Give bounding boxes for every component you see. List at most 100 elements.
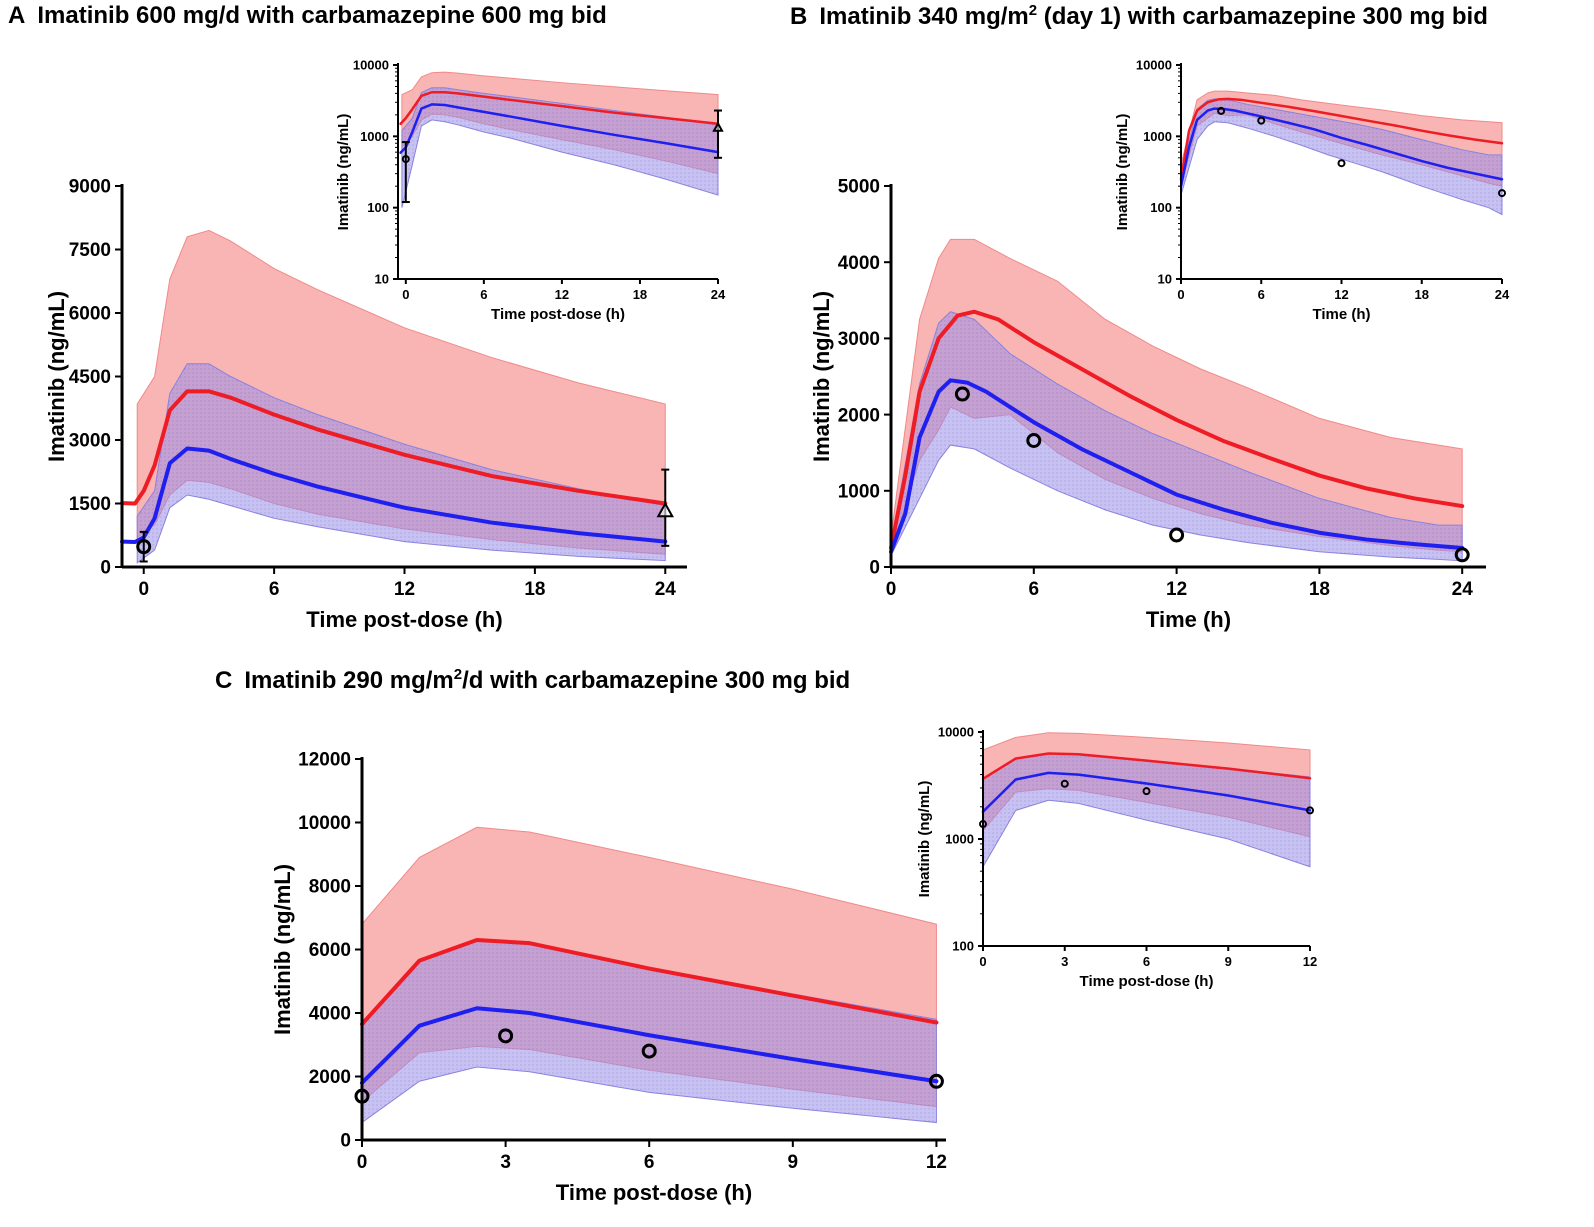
y-tick-label: 100 bbox=[1150, 200, 1172, 215]
observed-circle-marker bbox=[1169, 527, 1185, 543]
y-tick-label: 1000 bbox=[945, 832, 974, 847]
median-line-blue bbox=[981, 771, 1312, 813]
observed-triangle-marker bbox=[656, 501, 674, 518]
observed-circle-marker bbox=[641, 1043, 657, 1059]
observed-circle-marker bbox=[498, 1028, 514, 1044]
panel-c-title: C Imatinib 290 mg/m2/d with carbamazepine… bbox=[215, 666, 850, 695]
x-tick-label: 18 bbox=[1309, 579, 1330, 600]
x-tick-label: 24 bbox=[1452, 579, 1474, 600]
panel-c-title-post: /d with carbamazepine 300 mg bid bbox=[462, 667, 851, 694]
panel-c-letter: C bbox=[215, 667, 233, 694]
c-inset-chart: 100 1000 10000 0 3 6 9 12 Time post-dose (h) Imat… bbox=[916, 725, 1317, 990]
panel-b-letter: B bbox=[790, 3, 808, 30]
y-tick-label: 10000 bbox=[298, 813, 351, 834]
y-tick-label: 6000 bbox=[309, 940, 351, 961]
y-tick-label: 0 bbox=[100, 558, 111, 579]
charts-layer: 0 1500 3000 4500 6000 7500 9 0 0 0 0 6 12 18 24 Time po… bbox=[44, 58, 1510, 1205]
median-line-blue bbox=[360, 1006, 939, 1085]
observed-circle-marker bbox=[136, 539, 152, 555]
panel-b-title: B Imatinib 340 mg/m2 (day 1) with carbama… bbox=[790, 2, 1488, 31]
panel-a-title-text: Imatinib 600 mg/d with carbamazepine 600… bbox=[37, 2, 607, 29]
x-tick-label: 18 bbox=[1415, 287, 1429, 302]
y-tick-label: 1000 bbox=[360, 129, 389, 144]
x-tick-label: 12 bbox=[1334, 287, 1348, 302]
x-axis-label: Time post-dose (h) bbox=[306, 607, 502, 632]
pi-band-blue-dots bbox=[1181, 98, 1502, 215]
observed-circle-marker bbox=[928, 1073, 944, 1089]
y-tick-label: 10000 bbox=[938, 725, 974, 740]
x-tick-label: 24 bbox=[1495, 287, 1510, 302]
pi-band-blue-dots bbox=[362, 939, 937, 1123]
y-axis-label: Imatinib (ng/mL) bbox=[335, 114, 352, 231]
x-tick-label: 12 bbox=[555, 287, 569, 302]
y-tick-label: 4000 bbox=[309, 1004, 351, 1025]
y-tick-label: 0 bbox=[340, 1131, 351, 1152]
a-main-chart: 0 1500 3000 4500 6000 7500 9000 0 6 12 18 24 Time po… bbox=[44, 177, 687, 632]
x-tick-label: 24 bbox=[655, 579, 677, 600]
observed-circle-marker bbox=[1060, 779, 1069, 788]
x-axis-label: Time post-dose (h) bbox=[1080, 973, 1214, 990]
observed-circle-marker bbox=[401, 155, 410, 164]
observed-circle-marker bbox=[954, 386, 970, 402]
x-tick-label: 3 bbox=[1061, 954, 1068, 969]
observed-circle-marker bbox=[1337, 159, 1346, 168]
pi-band-blue-dots bbox=[401, 87, 718, 208]
median-line-red bbox=[399, 90, 720, 126]
panel-b-title-post: (day 1) with carbamazepine 300 mg bid bbox=[1037, 3, 1488, 30]
c-main-chart: 0 2000 4000 6000 8000 10000 12000 0 3 6 9 12 Time po… bbox=[270, 750, 947, 1205]
median-line-red bbox=[981, 752, 1312, 781]
x-tick-label: 12 bbox=[1166, 579, 1187, 600]
panel-a-letter: A bbox=[8, 2, 26, 29]
observed-circle-marker bbox=[1142, 787, 1151, 796]
x-axis-label: Time (h) bbox=[1312, 306, 1370, 323]
y-tick-label: 7500 bbox=[69, 240, 111, 261]
panel-a-title: A Imatinib 600 mg/d with carbamazepine 60… bbox=[8, 2, 607, 30]
y-axis-label: Imatinib (ng/mL) bbox=[270, 864, 295, 1035]
y-tick-label: 2000 bbox=[838, 405, 880, 426]
observed-circle-marker bbox=[1454, 547, 1470, 563]
median-line-blue bbox=[1179, 107, 1504, 188]
y-tick-label: 3000 bbox=[838, 329, 880, 350]
x-axis-label: Time post-dose (h) bbox=[491, 306, 625, 323]
median-line-red bbox=[1179, 97, 1504, 181]
observed-circle-marker bbox=[979, 820, 987, 829]
x-tick-label: 6 bbox=[644, 1152, 655, 1173]
observed-circle-marker bbox=[1026, 433, 1042, 449]
pi-band-blue-dots bbox=[891, 311, 1463, 561]
panel-c-title-pre: Imatinib 290 mg/m bbox=[244, 667, 454, 694]
y-tick-label: 1500 bbox=[69, 494, 111, 515]
x-tick-label: 0 bbox=[979, 954, 986, 969]
y-tick-label: 1000 bbox=[1143, 129, 1172, 144]
y-tick-label: 10000 bbox=[353, 58, 389, 73]
a-inset-chart: 10 100 1000 10000 0 6 12 18 24 Time post-dose (h)… bbox=[335, 58, 726, 323]
x-tick-label: 12 bbox=[926, 1152, 947, 1173]
panel-b-title-pre: Imatinib 340 mg/m bbox=[819, 3, 1029, 30]
y-tick-label: 4500 bbox=[69, 367, 111, 388]
x-tick-label: 0 bbox=[1177, 287, 1184, 302]
median-line-blue bbox=[889, 378, 1465, 554]
b-inset-chart: 10 100 1000 10000 0 6 12 18 24 Time (h) Imatinib (… bbox=[1114, 58, 1510, 323]
median-line-red bbox=[360, 937, 939, 1027]
observed-circle-marker bbox=[1498, 189, 1506, 198]
median-line-blue bbox=[120, 446, 668, 545]
x-tick-label: 6 bbox=[1258, 287, 1265, 302]
x-tick-label: 3 bbox=[500, 1152, 511, 1173]
y-axis-label: Imatinib (ng/mL) bbox=[44, 291, 69, 462]
x-tick-label: 6 bbox=[269, 579, 280, 600]
y-tick-label: 12000 bbox=[298, 750, 351, 771]
median-line-red bbox=[889, 309, 1465, 550]
y-tick-label: 10000 bbox=[1136, 58, 1172, 73]
x-axis-label: Time (h) bbox=[1146, 607, 1231, 632]
x-tick-label: 0 bbox=[402, 287, 409, 302]
panel-b-title-sup: 2 bbox=[1028, 2, 1038, 19]
x-tick-label: 12 bbox=[394, 579, 415, 600]
observed-circle-marker bbox=[1257, 116, 1266, 125]
x-tick-label: 9 bbox=[788, 1152, 799, 1173]
x-tick-label: 0 bbox=[138, 579, 149, 600]
observed-circle-marker bbox=[1217, 106, 1226, 115]
y-tick-label: 5000 bbox=[838, 177, 880, 198]
x-tick-label: 18 bbox=[524, 579, 545, 600]
y-tick-label: 1000 bbox=[838, 481, 880, 502]
y-tick-label: 8000 bbox=[309, 877, 351, 898]
